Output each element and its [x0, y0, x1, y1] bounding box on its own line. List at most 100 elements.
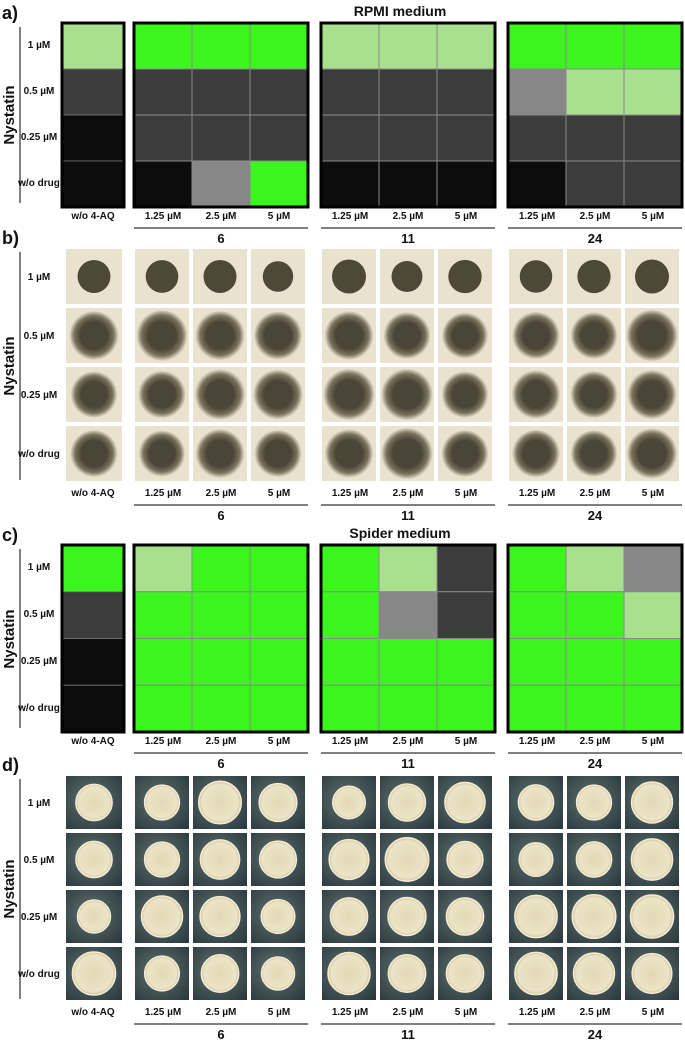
colony	[136, 309, 188, 362]
column-label: 2.5 µM	[392, 211, 424, 222]
colony	[511, 370, 561, 419]
compound-label: 6	[217, 508, 225, 523]
colony	[572, 952, 616, 995]
cell	[507, 22, 567, 70]
colony	[70, 429, 118, 478]
cell	[623, 114, 683, 162]
cell	[378, 591, 438, 639]
cell	[191, 68, 251, 116]
cell	[378, 684, 438, 733]
colony	[518, 841, 554, 878]
colony	[512, 429, 560, 478]
colony	[199, 895, 241, 938]
colony	[570, 311, 618, 360]
grid-border	[132, 21, 310, 209]
colony	[140, 895, 184, 938]
column-label: 1.25 µM	[331, 736, 369, 747]
compound-label: 24	[587, 1027, 603, 1042]
cell	[133, 22, 193, 70]
colony	[575, 841, 613, 878]
cell	[133, 544, 193, 593]
colony	[258, 840, 298, 879]
cell	[507, 160, 567, 208]
column-label: 5 µM	[267, 736, 291, 747]
y-axis-label: Nystatin	[1, 85, 18, 145]
cell	[436, 684, 496, 733]
column-label: 2.5 µM	[579, 488, 611, 499]
colony	[630, 838, 674, 881]
colony	[331, 259, 367, 294]
cell	[61, 22, 125, 70]
cell	[565, 160, 625, 208]
column-label: 5 µM	[641, 736, 665, 747]
grid-border	[60, 543, 126, 734]
cell	[249, 638, 309, 686]
colony	[70, 371, 118, 418]
colony	[383, 311, 431, 360]
colony	[75, 840, 113, 879]
cell	[565, 114, 625, 162]
column-label: 2.5 µM	[392, 488, 424, 499]
compound-label: 11	[401, 1027, 415, 1042]
cell	[378, 160, 438, 208]
cell	[507, 591, 567, 639]
colony	[71, 951, 117, 996]
cell	[191, 160, 251, 208]
column-label: 5 µM	[641, 1007, 665, 1018]
cell	[436, 114, 496, 162]
control-label: w/o 4-AQ	[71, 736, 115, 747]
cell	[191, 684, 251, 733]
control-label: w/o 4-AQ	[71, 488, 115, 499]
colony	[75, 783, 113, 822]
control-label: w/o 4-AQ	[71, 211, 115, 222]
cell	[249, 591, 309, 639]
colony	[571, 893, 617, 940]
column-label: 5 µM	[454, 736, 478, 747]
cell	[249, 22, 309, 70]
colony	[203, 259, 237, 294]
colony	[199, 839, 241, 880]
column-label: 2.5 µM	[205, 736, 237, 747]
cell	[565, 544, 625, 593]
colony	[329, 897, 369, 936]
cell	[623, 160, 683, 208]
column-label: 5 µM	[641, 488, 665, 499]
cell	[320, 544, 380, 593]
panel-title: RPMI medium	[353, 3, 447, 19]
row-label: 1 µM	[27, 271, 51, 283]
cell	[249, 684, 309, 733]
compound-label: 11	[401, 756, 415, 771]
colony	[324, 311, 374, 360]
colony	[570, 370, 618, 419]
row-label: 1 µM	[27, 797, 51, 809]
row-label: 0.25 µM	[20, 911, 58, 923]
colony	[512, 311, 560, 360]
colony	[387, 954, 427, 993]
colony	[446, 840, 484, 879]
column-label: 2.5 µM	[392, 736, 424, 747]
cell	[436, 68, 496, 116]
cell	[133, 160, 193, 208]
row-label: 0.5 µM	[23, 86, 55, 97]
column-label: 1.25 µM	[331, 1007, 369, 1018]
compound-label: 24	[587, 508, 603, 523]
cell	[623, 544, 683, 593]
colony	[145, 260, 179, 293]
cell	[378, 544, 438, 593]
y-axis-label: Nystatin	[1, 336, 18, 396]
colony	[514, 894, 558, 939]
cell	[507, 638, 567, 686]
cell	[320, 22, 380, 70]
grid-border	[319, 543, 497, 734]
colony	[570, 430, 618, 477]
grid-border	[60, 21, 126, 209]
cell	[320, 684, 380, 733]
colony	[194, 369, 246, 420]
colony	[260, 956, 296, 991]
panel-title: Spider medium	[349, 525, 451, 541]
cell	[565, 68, 625, 116]
cell	[320, 68, 380, 116]
column-label: 1.25 µM	[331, 211, 369, 222]
cell	[133, 114, 193, 162]
colony	[630, 781, 674, 824]
